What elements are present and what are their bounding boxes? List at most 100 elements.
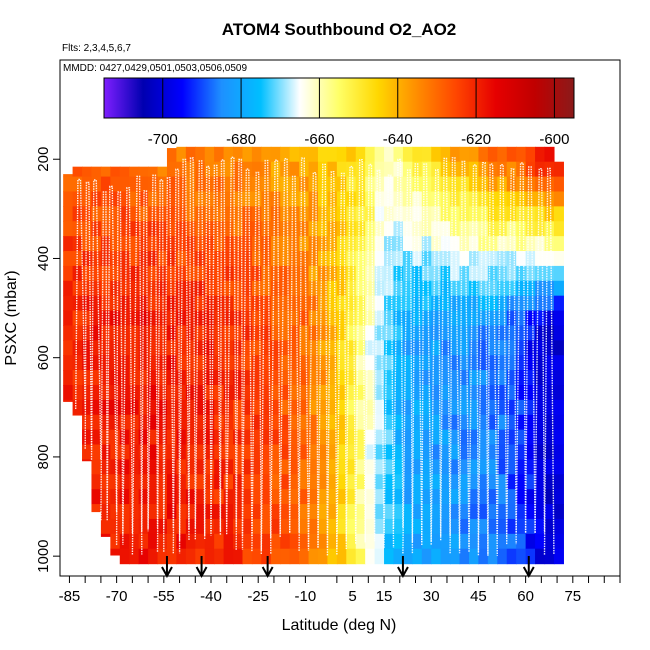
heatmap-cell — [384, 414, 395, 431]
heatmap-cell — [176, 236, 187, 252]
heatmap-cell — [242, 459, 253, 475]
heatmap-cell — [393, 489, 404, 505]
heatmap-cell — [270, 161, 281, 178]
heatmap-cell — [544, 251, 555, 267]
heatmap-cell — [185, 251, 196, 267]
heatmap-cell — [365, 444, 376, 461]
heatmap-cell — [280, 236, 291, 252]
heatmap-cell — [402, 459, 413, 475]
heatmap-cell — [176, 310, 187, 327]
heatmap-cell — [91, 251, 102, 267]
heatmap-cell — [233, 533, 244, 550]
heatmap-cell — [431, 355, 442, 371]
heatmap-cell — [336, 191, 347, 207]
heatmap-cell — [317, 355, 329, 371]
heatmap-cell — [261, 236, 272, 252]
heatmap-cell — [525, 176, 536, 193]
y-tick-label: 400 — [35, 246, 52, 271]
heatmap-cell — [478, 414, 489, 431]
heatmap-cell — [336, 355, 347, 371]
heatmap-cell — [148, 295, 159, 312]
heatmap-cell — [336, 310, 347, 327]
heatmap-cell — [525, 236, 536, 252]
heatmap-cell — [450, 191, 461, 207]
heatmap-cell — [299, 355, 310, 371]
heatmap-cell — [176, 504, 187, 520]
heatmap-cell — [421, 504, 432, 520]
heatmap-cell — [317, 414, 329, 431]
heatmap-cell — [100, 370, 111, 386]
heatmap-cell — [450, 444, 461, 461]
heatmap-cell — [91, 280, 102, 297]
heatmap-cell — [100, 310, 111, 327]
heatmap-cell — [525, 206, 536, 222]
heatmap-cell — [289, 295, 300, 312]
heatmap-cell — [516, 191, 527, 207]
heatmap-cell — [91, 310, 102, 327]
heatmap-cell — [148, 251, 159, 267]
heatmap-cell — [327, 370, 338, 386]
heatmap-cell — [544, 176, 555, 193]
heatmap-cell — [459, 548, 470, 565]
heatmap-cell — [119, 206, 130, 222]
profile-line — [115, 191, 124, 545]
heatmap-cell — [110, 166, 121, 178]
heatmap-cell — [336, 474, 347, 490]
heatmap-cell — [280, 176, 291, 193]
heatmap-cell — [289, 489, 300, 505]
heatmap-cell — [270, 295, 281, 312]
heatmap-cell — [355, 355, 366, 371]
heatmap-cell — [384, 236, 395, 252]
heatmap-cell — [223, 399, 234, 416]
heatmap-cell — [148, 518, 159, 535]
heatmap-cell — [440, 504, 451, 520]
heatmap-cell — [214, 191, 225, 207]
heatmap-cell — [421, 325, 432, 341]
heatmap-cell — [110, 533, 121, 550]
heatmap-cell — [431, 221, 442, 237]
heatmap-cell — [251, 146, 262, 163]
heatmap-cell — [393, 370, 404, 386]
heatmap-cell — [72, 206, 83, 222]
heatmap-cell — [431, 206, 442, 222]
heatmap-cell — [525, 221, 536, 237]
heatmap-cell — [148, 280, 159, 297]
heatmap-cell — [176, 191, 187, 207]
heatmap-cell — [506, 206, 517, 222]
heatmap-cell — [440, 548, 451, 565]
heatmap-cell — [242, 236, 253, 252]
heatmap-cell — [129, 280, 140, 297]
heatmap-cell — [195, 384, 206, 401]
heatmap-cell — [119, 295, 130, 312]
heatmap-cell — [450, 221, 461, 237]
heatmap-cell — [289, 340, 300, 356]
heatmap-cell — [431, 370, 442, 386]
heatmap-cell — [289, 533, 300, 550]
heatmap-cell — [317, 444, 329, 461]
heatmap-cell — [355, 384, 366, 401]
heatmap-cell — [450, 399, 461, 416]
heatmap-cell — [82, 176, 93, 193]
heatmap-cell — [214, 251, 225, 267]
heatmap-cell — [223, 548, 234, 565]
heatmap-cell — [110, 474, 121, 490]
heatmap-cell — [421, 444, 432, 461]
heatmap-cell — [525, 533, 536, 550]
heatmap-cell — [384, 474, 395, 490]
heatmap-cell — [497, 236, 508, 252]
heatmap-cell — [459, 221, 470, 237]
heatmap-cell — [242, 444, 253, 461]
heatmap-cell — [478, 176, 489, 193]
heatmap-cell — [402, 399, 413, 416]
heatmap-cell — [148, 414, 159, 431]
heatmap-cell — [242, 504, 253, 520]
heatmap-cell — [176, 176, 187, 193]
heatmap-cell — [270, 221, 281, 237]
heatmap-cell — [261, 548, 272, 565]
heatmap-cell — [487, 355, 498, 371]
heatmap-cell — [535, 414, 546, 431]
heatmap-cell — [223, 489, 234, 505]
heatmap-cell — [110, 459, 121, 475]
heatmap-cell — [195, 146, 206, 163]
heatmap-cell — [355, 340, 366, 356]
